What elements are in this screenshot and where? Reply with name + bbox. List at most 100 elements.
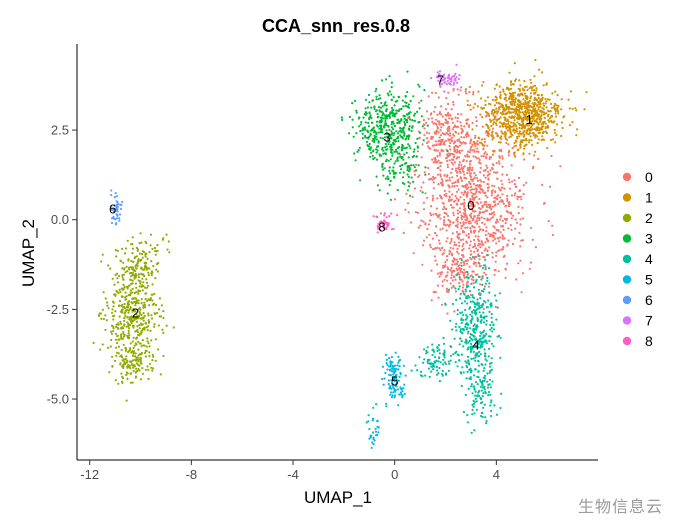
point xyxy=(475,120,478,123)
point xyxy=(439,361,442,364)
point xyxy=(462,141,465,144)
point xyxy=(441,363,445,366)
point xyxy=(549,138,553,141)
point xyxy=(129,372,132,375)
point xyxy=(118,274,121,278)
point xyxy=(377,431,380,434)
point xyxy=(475,247,478,250)
point xyxy=(439,129,442,132)
point xyxy=(363,113,366,116)
point xyxy=(469,220,472,223)
legend-label: 2 xyxy=(645,210,653,226)
point xyxy=(375,135,378,138)
point xyxy=(499,116,502,119)
point xyxy=(460,321,463,324)
point xyxy=(454,278,457,281)
point xyxy=(386,192,389,195)
point xyxy=(135,316,138,319)
point xyxy=(448,249,451,253)
point xyxy=(529,97,532,100)
point xyxy=(480,398,483,401)
point xyxy=(446,274,449,277)
point xyxy=(487,112,490,115)
point xyxy=(518,126,521,129)
point xyxy=(408,164,411,168)
point xyxy=(131,324,134,327)
point xyxy=(376,420,379,423)
point xyxy=(472,296,476,299)
point xyxy=(148,355,151,358)
point xyxy=(470,145,473,148)
point xyxy=(351,126,354,129)
point xyxy=(444,77,447,80)
point xyxy=(472,182,475,186)
point xyxy=(541,71,544,74)
point xyxy=(527,102,530,105)
point xyxy=(550,154,553,158)
point xyxy=(502,88,505,91)
point xyxy=(419,224,422,227)
point xyxy=(381,146,384,149)
point xyxy=(125,373,128,377)
point xyxy=(474,356,477,359)
point xyxy=(457,265,460,268)
point xyxy=(418,136,421,139)
point xyxy=(516,94,519,97)
point xyxy=(144,298,147,301)
point xyxy=(474,184,478,187)
point xyxy=(395,379,398,382)
point xyxy=(533,154,536,157)
point xyxy=(499,141,502,144)
point xyxy=(393,396,396,399)
point xyxy=(460,317,463,320)
point xyxy=(430,214,433,217)
point xyxy=(138,342,141,345)
point xyxy=(146,329,149,332)
point xyxy=(491,189,494,192)
point xyxy=(397,140,400,143)
point xyxy=(466,273,469,276)
point xyxy=(431,237,435,240)
point xyxy=(138,242,141,245)
point xyxy=(141,250,144,253)
point xyxy=(495,101,498,104)
point xyxy=(468,180,471,183)
point xyxy=(453,310,456,313)
point xyxy=(464,221,467,224)
point xyxy=(521,87,524,90)
point xyxy=(445,192,448,195)
point xyxy=(393,115,396,118)
point xyxy=(443,361,446,364)
point xyxy=(448,288,451,291)
point xyxy=(479,321,482,324)
point xyxy=(506,194,509,198)
point xyxy=(477,253,480,256)
point xyxy=(462,215,466,218)
point xyxy=(126,366,129,369)
point xyxy=(138,306,141,309)
point xyxy=(481,345,484,348)
point xyxy=(406,91,409,94)
point xyxy=(495,242,498,245)
point xyxy=(474,145,477,148)
point xyxy=(443,194,446,197)
point xyxy=(364,121,367,124)
point xyxy=(437,159,440,162)
point xyxy=(367,420,370,423)
point xyxy=(459,330,462,333)
point xyxy=(446,214,450,217)
point xyxy=(151,367,155,370)
point xyxy=(456,220,459,223)
point xyxy=(136,261,139,264)
point xyxy=(507,227,510,230)
point xyxy=(455,258,458,261)
point xyxy=(436,197,439,200)
point xyxy=(422,139,425,142)
point xyxy=(527,124,531,127)
point xyxy=(446,159,449,163)
point xyxy=(434,106,437,109)
point xyxy=(538,116,541,119)
point xyxy=(472,399,475,402)
point xyxy=(115,325,118,328)
point xyxy=(137,360,140,363)
